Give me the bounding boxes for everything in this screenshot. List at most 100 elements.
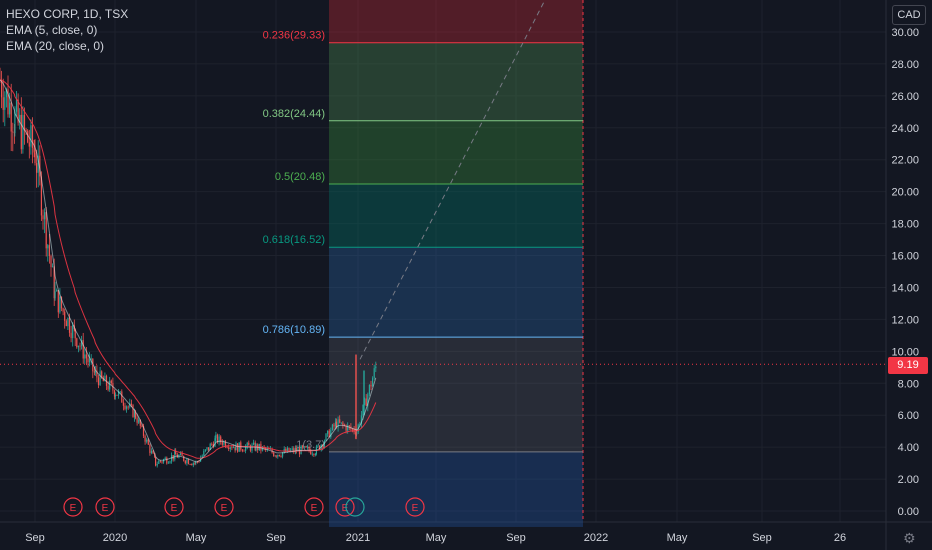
candle-body — [144, 435, 146, 442]
settings-gear-icon[interactable]: ⚙ — [903, 530, 916, 546]
y-tick-label: 16.00 — [891, 251, 919, 263]
currency-badge[interactable]: CAD — [892, 5, 926, 25]
y-tick-label: 0.00 — [898, 506, 919, 518]
candle-body — [107, 385, 109, 390]
candle-body — [175, 450, 177, 455]
ema-fast-line — [0, 79, 377, 463]
symbol-title[interactable]: HEXO CORP, 1D, TSX — [6, 7, 129, 21]
x-tick-label: Sep — [266, 532, 286, 544]
candle-body — [42, 215, 44, 220]
candle-body — [15, 99, 18, 112]
candle-body — [62, 308, 64, 312]
fib-level-label: 0.5(20.48) — [275, 171, 325, 183]
candle-body — [72, 325, 74, 339]
candle-body — [5, 89, 7, 98]
x-tick-label: 26 — [834, 532, 846, 544]
candle-body — [4, 97, 6, 110]
candle-body — [90, 358, 92, 360]
candle-body — [234, 447, 236, 451]
candle-body — [218, 436, 220, 443]
candle-body — [360, 415, 362, 425]
candle-body — [163, 459, 165, 463]
candle-body — [231, 447, 233, 449]
candle-body — [278, 454, 280, 457]
candle-body — [375, 366, 377, 369]
candle-body — [93, 371, 95, 373]
candle-body — [22, 115, 24, 150]
candle-body — [147, 439, 149, 445]
candle-body — [119, 391, 121, 393]
candle-body — [331, 424, 333, 431]
candle-body — [154, 453, 156, 458]
candle-body — [56, 290, 58, 292]
candle-body — [198, 461, 200, 463]
time-axis[interactable]: Sep 2020 May Sep 2021 May Sep 2022 May Sep 26 — [25, 532, 846, 544]
candle-body — [79, 345, 81, 347]
candle-body — [314, 453, 317, 456]
fib-zone — [329, 337, 583, 452]
earnings-letter: E — [412, 503, 419, 514]
fib-zone — [329, 184, 583, 248]
fib-zone — [329, 42, 583, 121]
earnings-circle — [304, 497, 324, 517]
candle-body — [127, 406, 129, 408]
candle-body — [166, 457, 168, 464]
candle-body — [89, 358, 91, 363]
candle-body — [337, 419, 339, 428]
fibonacci-lines: 0.236(29.33) 0.382(24.44) 0.5(20.48) 0.618(… — [263, 30, 583, 453]
ema-fast-label[interactable]: EMA (5, close, 0) — [6, 23, 98, 37]
earnings-letter: E — [171, 503, 178, 514]
earnings-circle — [63, 497, 83, 517]
candle-body — [201, 455, 203, 458]
candle-body — [273, 452, 275, 457]
price-axis[interactable]: 0.00 2.00 4.00 6.00 8.00 10.00 12.00 14.00 16.00… — [891, 27, 919, 518]
candle-body — [84, 354, 86, 359]
candle-body — [25, 130, 27, 132]
candle-body — [130, 403, 132, 405]
candle-body — [251, 444, 253, 451]
candle-body — [85, 354, 87, 359]
candle-body — [155, 457, 157, 466]
earnings-marker: E — [405, 497, 425, 517]
candle-body — [209, 443, 211, 450]
candle-body — [167, 462, 169, 464]
candle-body — [206, 447, 208, 450]
candle-body — [174, 450, 176, 460]
candle-body — [265, 447, 267, 450]
candle-body — [245, 446, 247, 452]
x-tick-label: May — [667, 532, 688, 544]
candle-body — [204, 449, 206, 451]
candle-body — [179, 452, 182, 456]
candle-body — [139, 419, 141, 426]
y-tick-label: 22.00 — [891, 155, 919, 167]
candle-body — [104, 375, 106, 382]
candle-body — [14, 111, 16, 134]
candle-body — [214, 438, 216, 447]
fibonacci-zones — [329, 0, 584, 527]
candle-body — [335, 421, 338, 428]
candle-body — [169, 461, 171, 463]
candle-body — [191, 464, 193, 466]
candle-body — [113, 390, 116, 397]
candle-body — [126, 406, 128, 409]
fib-zone — [329, 247, 583, 338]
x-tick-label: 2021 — [346, 532, 370, 544]
candle-body — [40, 176, 42, 216]
candle-body — [134, 411, 136, 418]
candle-body — [161, 461, 163, 463]
candle-body — [220, 436, 222, 442]
candle-body — [340, 422, 342, 424]
candle-body — [33, 147, 35, 153]
candle-body — [10, 102, 12, 132]
candle-body — [136, 417, 138, 423]
candle-body — [44, 212, 46, 220]
candle-body — [36, 163, 38, 173]
ema-slow-label[interactable]: EMA (20, close, 0) — [6, 39, 105, 53]
earnings-letter: E — [342, 503, 349, 514]
trend-line — [0, 0, 886, 365]
fib-level-label: 0.236(29.33) — [263, 30, 325, 42]
candle-body — [184, 460, 186, 464]
